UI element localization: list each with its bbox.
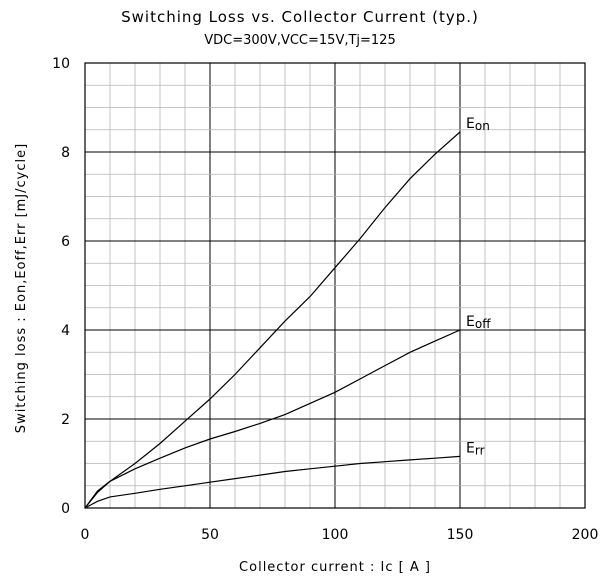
y-tick-label: 4 xyxy=(61,323,70,339)
series-label-eoff: Eoff xyxy=(466,314,491,331)
x-tick-label: 100 xyxy=(322,527,349,543)
y-axis-label: Switching loss : Eon,Eoff,Err [mJ/cycle] xyxy=(14,143,29,433)
x-tick-label: 0 xyxy=(81,527,90,543)
series-line-eon xyxy=(84,131,461,509)
series-line-err xyxy=(84,455,461,509)
series-label-eon: Eon xyxy=(466,116,490,133)
y-tick-label: 2 xyxy=(61,412,70,428)
grid xyxy=(84,62,586,509)
series-lines: Eon Eoff Err xyxy=(84,116,491,509)
x-tick-label: 200 xyxy=(572,527,599,543)
y-tick-label: 8 xyxy=(61,145,70,161)
chart-title: Switching Loss vs. Collector Current (ty… xyxy=(121,8,479,26)
series-line-eoff xyxy=(84,329,461,509)
y-axis-ticks: 0 2 4 6 8 10 xyxy=(52,56,70,517)
plot-border xyxy=(84,62,586,509)
chart-subtitle: VDC=300V,VCC=15V,Tj=125 xyxy=(204,33,395,48)
y-tick-label: 0 xyxy=(61,501,70,517)
x-tick-label: 150 xyxy=(447,527,474,543)
x-axis-ticks: 0 50 100 150 200 xyxy=(81,527,599,543)
x-axis-label: Collector current : Ic [ A ] xyxy=(239,560,431,575)
y-tick-label: 6 xyxy=(61,234,70,250)
series-label-err: Err xyxy=(466,440,485,457)
y-tick-label: 10 xyxy=(52,56,70,72)
plot-frame xyxy=(84,62,586,509)
x-tick-label: 50 xyxy=(201,527,219,543)
